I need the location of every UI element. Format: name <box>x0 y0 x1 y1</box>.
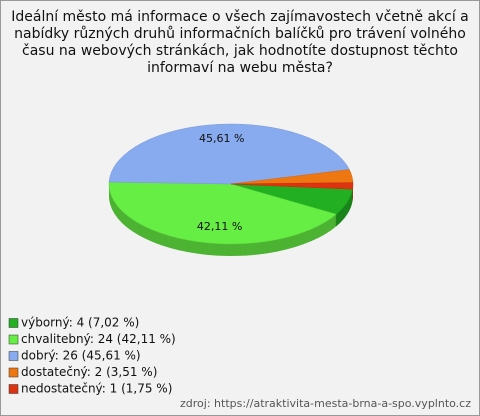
slice <box>230 182 354 190</box>
legend-swatch <box>8 318 19 328</box>
slice <box>108 123 350 185</box>
legend-label: výborný: 4 (7,02 %) <box>21 316 139 330</box>
legend-swatch <box>8 334 19 345</box>
chart-title: Ideální město má informace o všech zajím… <box>11 9 469 76</box>
legend-label: nedostatečný: 1 (1,75 %) <box>21 382 172 396</box>
source: zdroj: https://atraktivita-mesta-brna-a-… <box>180 397 471 410</box>
legend-swatch <box>8 351 19 361</box>
data-label: 45,61 % <box>199 132 244 145</box>
data-label: 42,11 % <box>197 220 242 233</box>
legend-swatch <box>8 367 19 378</box>
slice <box>108 181 337 245</box>
legend-swatch <box>8 384 19 394</box>
legend-label: dostatečný: 2 (3,51 %) <box>21 365 157 379</box>
legend-label: dobrý: 26 (45,61 %) <box>21 349 141 363</box>
legend-label: chvalitebný: 24 (42,11 %) <box>21 332 176 346</box>
